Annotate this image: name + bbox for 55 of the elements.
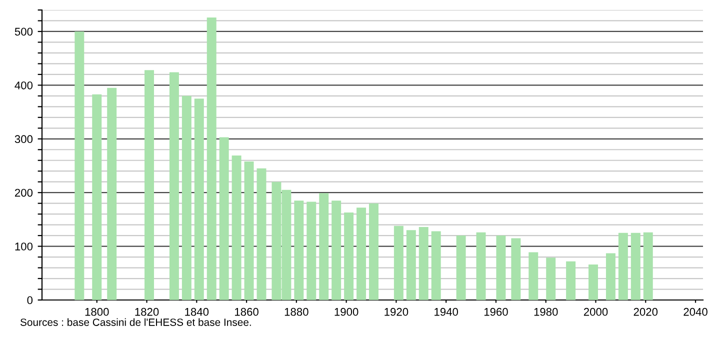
bar — [431, 231, 441, 300]
x-tick-label: 1800 — [85, 308, 109, 316]
y-tick-label: 300 — [14, 135, 33, 144]
x-tick-label: 1960 — [484, 308, 508, 316]
source-note: Sources : base Cassini de l'EHESS et base Insee. — [20, 318, 251, 326]
bar — [144, 70, 154, 300]
bar — [332, 200, 342, 300]
x-tick-label: 2040 — [684, 308, 708, 316]
x-tick-label: 1900 — [334, 308, 358, 316]
bar — [606, 253, 616, 300]
x-tick-label: 2000 — [584, 308, 608, 316]
bar — [182, 96, 192, 300]
y-tick-label: 100 — [15, 242, 33, 250]
bar — [219, 137, 229, 300]
bar — [618, 232, 628, 300]
y-tick-label: 0 — [27, 296, 33, 304]
bar — [344, 212, 354, 300]
bar — [92, 94, 102, 300]
bar — [406, 230, 416, 300]
y-tick-label: 400 — [14, 81, 33, 90]
bar — [546, 258, 556, 300]
bar — [206, 18, 216, 300]
bar — [588, 264, 598, 300]
y-tick-label: 200 — [14, 188, 33, 197]
bar — [394, 226, 404, 300]
x-tick-label: 1940 — [434, 308, 458, 316]
bar — [294, 200, 304, 300]
bar — [630, 232, 640, 300]
bar — [418, 226, 428, 300]
bar — [528, 252, 538, 300]
x-tick-label: 2020 — [634, 308, 658, 316]
x-tick-label: 1880 — [284, 308, 308, 316]
bar — [356, 208, 366, 300]
bar — [496, 236, 506, 300]
bar — [369, 203, 378, 300]
y-tick-label: 500 — [14, 28, 33, 36]
bar — [232, 156, 242, 300]
bar — [306, 202, 316, 300]
bar — [194, 98, 204, 300]
x-tick-label: 1860 — [235, 308, 258, 316]
bar — [566, 261, 576, 300]
x-tick-label: 1820 — [135, 308, 159, 316]
x-tick-label: 1980 — [534, 308, 558, 316]
bar — [511, 238, 521, 300]
bar — [643, 232, 653, 300]
bar — [476, 232, 486, 300]
bar — [107, 88, 117, 300]
bar — [74, 31, 84, 300]
bar — [319, 193, 329, 300]
x-tick-label: 1840 — [185, 308, 209, 316]
x-tick-label: 1920 — [384, 308, 408, 316]
bar — [256, 168, 266, 300]
bar — [169, 72, 179, 300]
bar — [456, 236, 466, 300]
bar — [244, 161, 254, 300]
